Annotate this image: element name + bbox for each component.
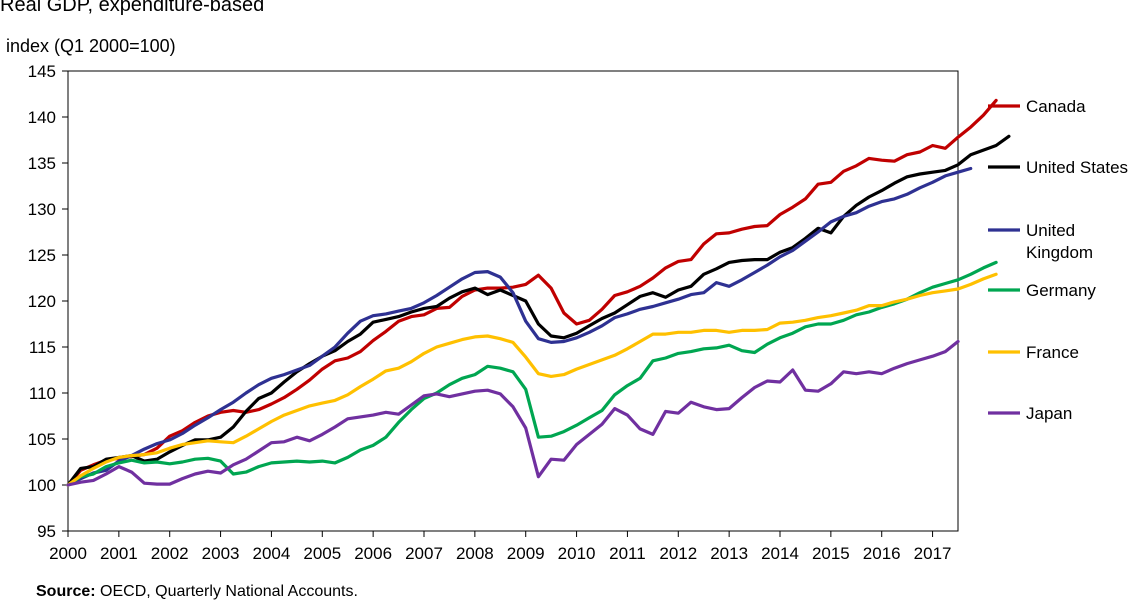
plot-area-frame bbox=[67, 70, 959, 532]
legend-label-japan: Japan bbox=[1026, 404, 1072, 423]
y-axis-unit-label: index (Q1 2000=100) bbox=[6, 36, 176, 56]
x-tick-label: 2009 bbox=[507, 544, 545, 563]
x-tick-label: 2007 bbox=[405, 544, 443, 563]
series-lines bbox=[66, 98, 1011, 487]
x-tick-label: 2004 bbox=[253, 544, 291, 563]
x-tick-label: 2012 bbox=[659, 544, 697, 563]
legend-label-united-states: United States bbox=[1026, 158, 1128, 177]
y-tick-label: 130 bbox=[28, 200, 56, 219]
x-tick-label: 2006 bbox=[354, 544, 392, 563]
y-tick-label: 110 bbox=[29, 384, 56, 403]
x-tick-label: 2013 bbox=[710, 544, 748, 563]
y-tick-label: 125 bbox=[28, 246, 56, 265]
series-line-united-states bbox=[66, 134, 1011, 487]
legend-label-germany: Germany bbox=[1026, 281, 1096, 300]
x-tick-label: 2016 bbox=[863, 544, 901, 563]
x-tick-label: 2000 bbox=[49, 544, 87, 563]
x-tick-label: 2010 bbox=[558, 544, 596, 563]
y-tick-label: 140 bbox=[28, 108, 56, 127]
legend: Canada United States United Kingdom Germany F… bbox=[988, 97, 1128, 423]
x-tick-label: 2015 bbox=[812, 544, 850, 563]
y-axis: 95 100 105 110 115 120 125 130 135 140 145 bbox=[28, 62, 68, 541]
x-tick-label: 2017 bbox=[914, 544, 952, 563]
series-line-united-kingdom bbox=[66, 166, 973, 487]
source-text: OECD, Quarterly National Accounts. bbox=[95, 583, 358, 600]
legend-label-united-kingdom: United Kingdom bbox=[1026, 221, 1093, 262]
y-tick-label: 120 bbox=[28, 292, 56, 311]
x-axis: 2000 2001 2002 2003 2004 2005 2006 2007 2008 2009… bbox=[49, 531, 951, 563]
legend-label-canada: Canada bbox=[1026, 97, 1086, 116]
x-tick-label: 2003 bbox=[202, 544, 240, 563]
y-tick-label: 95 bbox=[37, 522, 56, 541]
x-tick-label: 2011 bbox=[609, 544, 646, 563]
x-tick-label: 2001 bbox=[100, 544, 138, 563]
series-line-japan bbox=[66, 339, 960, 487]
series-line-canada bbox=[66, 98, 998, 487]
source-note: Source: OECD, Quarterly National Account… bbox=[36, 583, 358, 601]
y-tick-label: 100 bbox=[28, 476, 56, 495]
series-line-germany bbox=[66, 260, 998, 487]
y-tick-label: 145 bbox=[28, 62, 56, 81]
y-tick-label: 135 bbox=[28, 154, 56, 173]
series-line-france bbox=[66, 272, 998, 487]
legend-label-france: France bbox=[1026, 343, 1079, 362]
chart-title: Real GDP, expenditure-based bbox=[0, 0, 265, 16]
x-tick-label: 2005 bbox=[303, 544, 341, 563]
y-tick-label: 115 bbox=[29, 338, 56, 357]
source-label: Source: bbox=[36, 583, 96, 600]
x-tick-label: 2002 bbox=[151, 544, 189, 563]
x-tick-label: 2008 bbox=[456, 544, 494, 563]
y-tick-label: 105 bbox=[28, 430, 56, 449]
x-tick-label: 2014 bbox=[761, 544, 799, 563]
